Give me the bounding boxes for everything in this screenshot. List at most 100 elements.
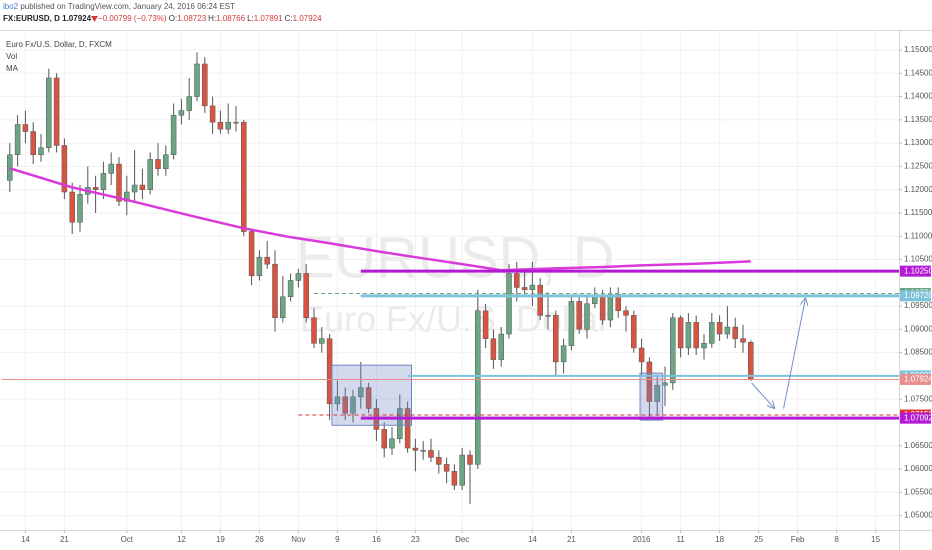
- candle-body: [295, 273, 302, 281]
- candle-body: [646, 361, 653, 402]
- candle-body: [521, 287, 528, 291]
- candle-body: [116, 163, 122, 202]
- candle-body: [30, 131, 36, 156]
- candle-body: [194, 63, 200, 97]
- level-label-bg: [900, 265, 931, 277]
- x-tick-label: 12: [177, 535, 186, 544]
- candle-body: [459, 454, 465, 486]
- candle-body: [14, 124, 21, 156]
- ohlc-value: 1.08766: [216, 14, 246, 23]
- arrow: [751, 382, 775, 408]
- level-label: 1.07092: [904, 413, 932, 422]
- legend-entry: Vol: [6, 52, 17, 61]
- y-tick-label: 1.12500: [904, 162, 932, 171]
- ohlc-key: C:: [284, 14, 293, 23]
- x-tick-label: Oct: [121, 535, 134, 544]
- candle-body: [170, 114, 177, 156]
- candle-body: [381, 429, 387, 449]
- candle-body: [202, 63, 208, 107]
- ohlc-key: O:: [168, 14, 178, 23]
- candle-body: [584, 303, 590, 330]
- plot: [2, 52, 899, 504]
- candle-body: [592, 296, 598, 304]
- candle-body: [623, 310, 629, 316]
- candle-body: [732, 326, 738, 339]
- candle-body: [178, 110, 185, 116]
- candle-body: [233, 121, 239, 124]
- candle-body: [108, 163, 114, 174]
- y-tick-label: 1.10500: [904, 255, 932, 264]
- candle-body: [693, 322, 699, 349]
- candle-body: [677, 317, 684, 349]
- author: ibo2: [3, 2, 19, 11]
- x-tick-label: 2016: [633, 535, 651, 544]
- candle-body: [607, 294, 614, 321]
- candle-body: [506, 273, 512, 335]
- ohlc-key: L:: [247, 14, 254, 23]
- x-tick-label: 26: [255, 535, 264, 544]
- candle-body: [163, 154, 169, 169]
- y-tick-label: 1.15000: [904, 45, 932, 54]
- level-label: 1.07924: [904, 375, 932, 384]
- candle-body: [514, 273, 520, 288]
- candle-body: [77, 194, 83, 223]
- candle-body: [553, 315, 559, 363]
- candle-body: [529, 284, 536, 291]
- candle-body: [256, 256, 263, 277]
- y-tick-label: 1.12000: [904, 185, 932, 194]
- x-tick-label: Nov: [291, 535, 305, 544]
- candle-body: [748, 341, 754, 380]
- y-tick-label: 1.07500: [904, 394, 932, 403]
- candle-body: [287, 280, 294, 298]
- candle-body: [38, 147, 44, 156]
- x-tick-label: Feb: [791, 535, 805, 544]
- candle-body: [53, 77, 60, 146]
- zone-box: [639, 372, 664, 421]
- candle-body: [685, 322, 692, 349]
- axis: 1.05000 1.05500 1.06000 1.06500 1.07500 1.085…: [21, 45, 932, 544]
- candle-body: [350, 396, 356, 414]
- candle-body: [147, 159, 153, 190]
- ma-line: [9, 167, 751, 272]
- x-tick-label: 18: [715, 535, 724, 544]
- candle-body: [280, 296, 286, 318]
- candle-body: [599, 296, 606, 321]
- candle-body: [420, 450, 426, 452]
- candle-body: [264, 256, 270, 265]
- zone-box: [331, 364, 412, 426]
- candle-body: [311, 317, 317, 344]
- x-tick-label: 19: [216, 535, 225, 544]
- candle-body: [358, 387, 364, 398]
- candle-body: [740, 338, 746, 343]
- candle-body: [490, 338, 497, 360]
- grid: [0, 30, 899, 530]
- x-tick-label: 21: [567, 535, 576, 544]
- candle-body: [389, 438, 395, 449]
- candle-body: [498, 333, 504, 360]
- candle-body: [662, 382, 668, 386]
- published: published on TradingView.com, January 24…: [20, 2, 236, 11]
- arrow: [783, 299, 806, 409]
- candle-body: [100, 173, 107, 190]
- y-tick-label: 1.09000: [904, 324, 932, 333]
- candle-body: [155, 159, 161, 169]
- candle-body: [124, 191, 130, 202]
- x-tick-label: 15: [871, 535, 880, 544]
- x-tick-label: 8: [834, 535, 839, 544]
- candle-body: [467, 454, 473, 465]
- header-line: FX:EURUSD, D 1.07924 −0.00799 (−0.73%) O:…: [3, 13, 324, 25]
- y-tick-label: 1.09500: [904, 301, 932, 310]
- y-tick-label: 1.06500: [904, 441, 932, 450]
- legend-entry: MA: [6, 64, 19, 73]
- candle-body: [537, 284, 543, 316]
- candle-body: [428, 450, 434, 458]
- legend-entry: Euro Fx/U.S. Dollar, D, FXCM: [6, 40, 112, 49]
- watermark: Euro Fx/U.S. Dollar: [300, 299, 610, 340]
- candle-body: [404, 408, 411, 449]
- change: −0.00799 (−0.73%): [98, 14, 167, 23]
- y-tick-label: 1.06000: [904, 464, 932, 473]
- level-label-bg: [900, 290, 931, 302]
- y-tick-label: 1.11500: [904, 208, 932, 217]
- y-tick-label: 1.14000: [904, 92, 932, 101]
